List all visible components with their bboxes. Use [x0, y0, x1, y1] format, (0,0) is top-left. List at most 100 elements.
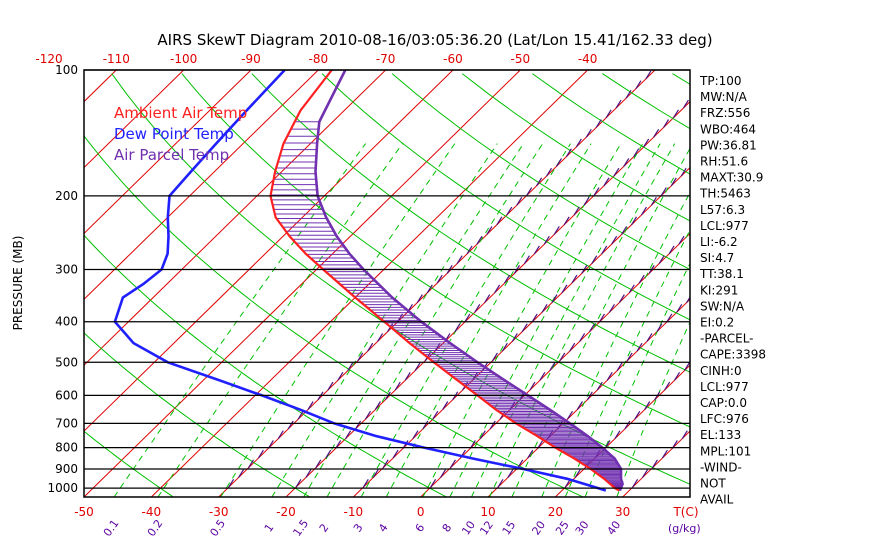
- bottom-temp-tick: -30: [209, 505, 229, 519]
- wind-tick: [566, 410, 573, 420]
- dry-adiabat-line: [251, 73, 690, 373]
- wind-tick: [541, 303, 548, 313]
- wind-tick: [436, 274, 443, 284]
- wind-tick: [660, 187, 667, 196]
- wind-tick: [526, 187, 533, 196]
- wind-tick: [491, 352, 498, 362]
- wind-tick: [277, 430, 284, 439]
- mixing-ratio-tick: 12: [477, 519, 496, 538]
- index-0: TP:100: [699, 74, 742, 88]
- wind-tick: [650, 196, 657, 206]
- wind-tick: [595, 119, 602, 128]
- wind-tick: [589, 323, 596, 333]
- wind-tick: [392, 449, 399, 459]
- index-7: TH:5463: [699, 187, 751, 201]
- index-3: WBO:464: [700, 122, 756, 136]
- index-9: LCL:977: [700, 219, 749, 233]
- wind-tick: [364, 410, 371, 420]
- dry-adiabat-line: [84, 234, 447, 497]
- pressure-tick: 200: [55, 189, 78, 203]
- wind-tick: [583, 196, 590, 206]
- wind-tick: [638, 274, 645, 284]
- wind-tick: [404, 372, 411, 381]
- top-temp-tick: -60: [443, 52, 463, 66]
- dry-adiabat-line: [84, 332, 311, 497]
- wind-tick: [676, 303, 683, 313]
- wind-tick: [656, 323, 663, 333]
- wind-tick: [633, 148, 640, 158]
- wind-tick: [531, 313, 538, 323]
- wind-tick: [414, 362, 421, 371]
- index-1: MW:N/A: [700, 90, 748, 104]
- wind-tick: [521, 323, 528, 333]
- bottom-temp-tick: -40: [142, 505, 162, 519]
- isotherm-line: [554, 364, 690, 497]
- wind-tick: [257, 449, 264, 459]
- wind-tick: [579, 333, 586, 342]
- wind-tick: [434, 342, 441, 352]
- wind-tick: [624, 420, 631, 430]
- wind-tick: [287, 420, 294, 430]
- wind-tick: [603, 177, 610, 187]
- wind-tick: [680, 167, 687, 177]
- wind-tick: [307, 401, 314, 410]
- wind-tick: [315, 459, 322, 469]
- legend-item-0: Ambient Air Temp: [114, 104, 247, 122]
- top-temp-tick: -50: [511, 52, 531, 66]
- wind-tick: [325, 449, 332, 459]
- bottom-temp-tick: 10: [480, 505, 495, 519]
- wind-tick: [474, 303, 481, 313]
- wind-tick: [596, 381, 603, 391]
- wind-tick: [653, 128, 660, 138]
- wind-tick: [632, 478, 639, 488]
- wind-tick: [559, 352, 566, 362]
- isotherm-line: [84, 70, 185, 169]
- wind-tick: [670, 177, 677, 187]
- isotherm-line: [352, 166, 690, 497]
- mixing-ratio-tick: 4: [376, 521, 391, 534]
- wind-tick: [539, 372, 546, 381]
- wind-tick: [644, 401, 651, 410]
- isotherm-line: [84, 70, 454, 432]
- index-23: MPL:101: [700, 444, 751, 458]
- mixing-ratio-tick: 0.2: [145, 517, 166, 539]
- pressure-tick: 100: [55, 63, 78, 77]
- wind-tick: [636, 342, 643, 352]
- wind-tick: [529, 381, 536, 391]
- pressure-axis-title: PRESSURE (MB): [11, 236, 25, 331]
- top-temp-tick: -40: [578, 52, 598, 66]
- wind-tick: [593, 187, 600, 196]
- bottom-temp-tick: 20: [548, 505, 563, 519]
- wind-tick: [678, 235, 685, 245]
- wind-tick: [626, 352, 633, 362]
- top-temp-tick: -120: [35, 52, 62, 66]
- isotherm-line: [420, 232, 690, 497]
- wind-tick: [651, 459, 658, 469]
- index-8: L57:6.3: [700, 203, 745, 217]
- wind-tick: [497, 478, 504, 488]
- wind-tick: [621, 226, 628, 235]
- wind-tick: [625, 90, 632, 99]
- wind-tick: [615, 99, 622, 109]
- wind-tick: [327, 381, 334, 391]
- legend-item-2: Air Parcel Temp: [114, 146, 229, 164]
- wind-tick: [517, 459, 524, 469]
- wind-tick: [238, 469, 245, 478]
- ambient-temp-curve: [269, 70, 620, 492]
- wind-tick: [476, 235, 483, 245]
- wind-tick: [416, 294, 423, 303]
- wind-tick: [496, 216, 503, 226]
- pressure-tick: 900: [55, 462, 78, 476]
- wind-tick: [565, 148, 572, 158]
- bottom-temp-tick: 30: [615, 505, 630, 519]
- wind-tick: [486, 226, 493, 235]
- wind-tick: [664, 381, 671, 391]
- index-6: MAXT:30.9: [700, 171, 763, 185]
- isotherm-line: [285, 100, 690, 497]
- index-22: EL:133: [700, 428, 741, 442]
- wind-tick: [454, 323, 461, 333]
- wind-tick: [377, 333, 384, 342]
- dry-adiabat-line: [181, 73, 690, 428]
- wind-tick: [489, 420, 496, 430]
- wind-tick: [549, 362, 556, 371]
